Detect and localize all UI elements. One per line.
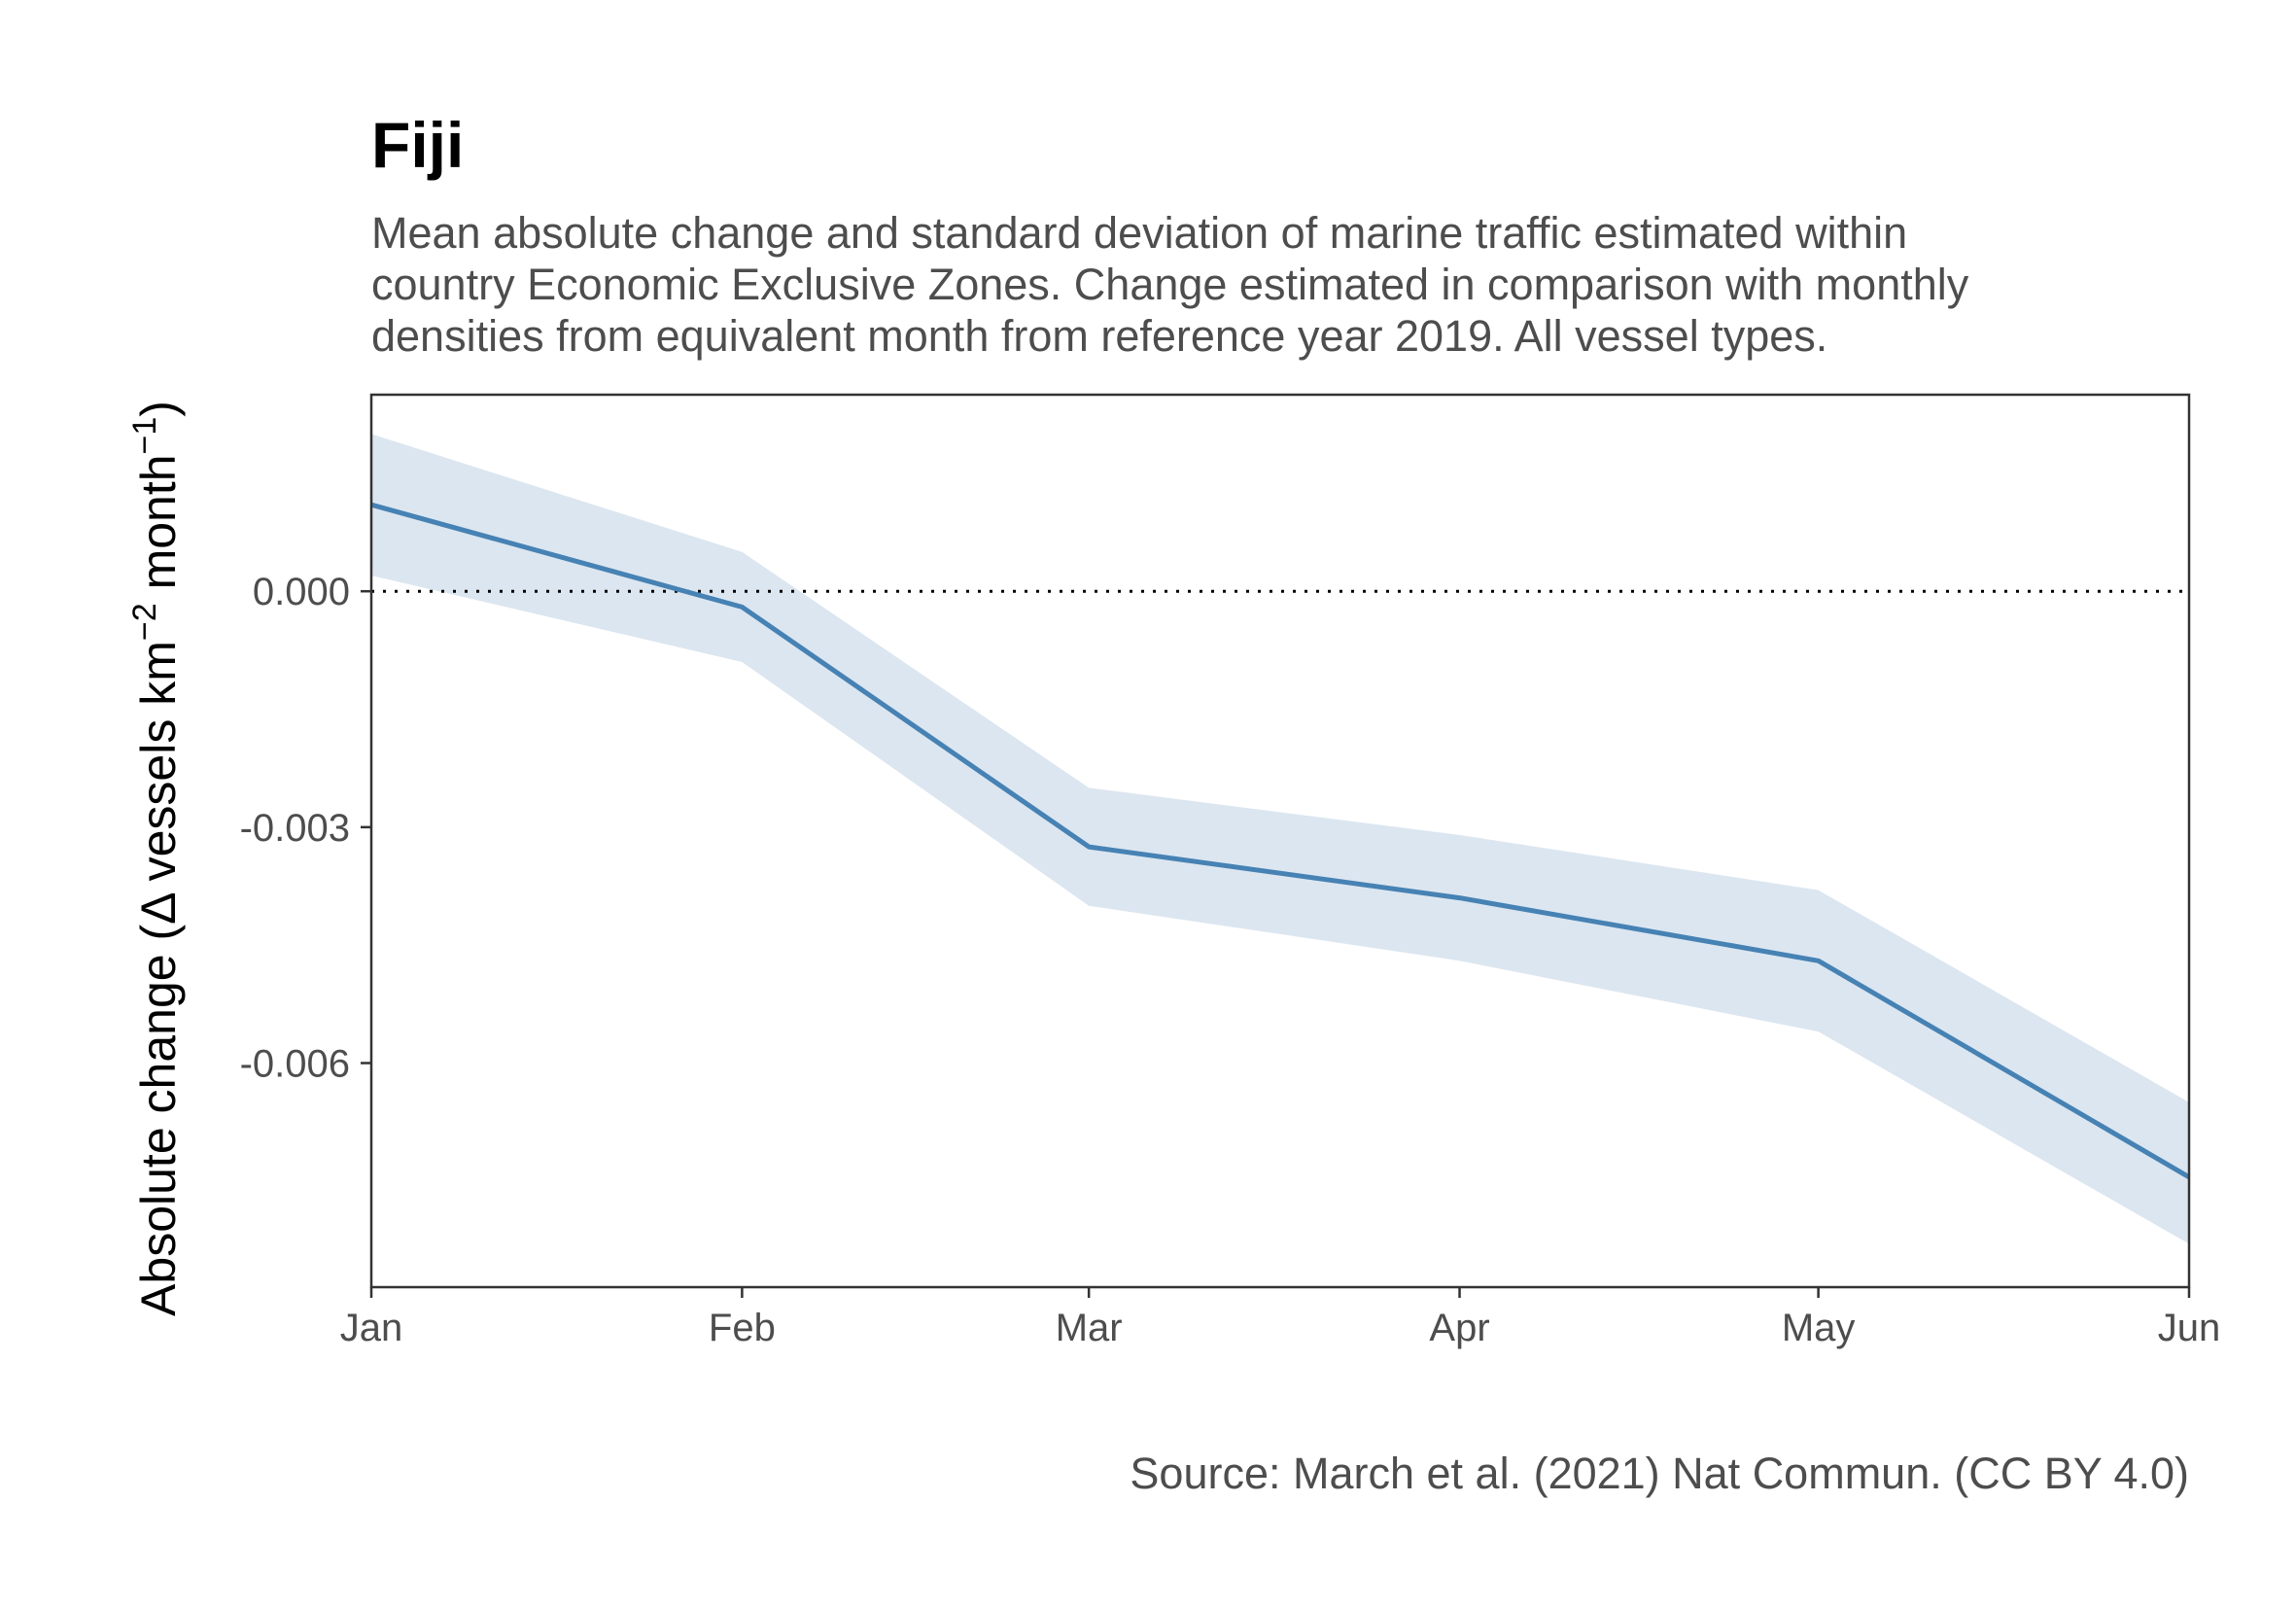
source-caption: Source: March et al. (2021) Nat Commun. … — [1130, 1449, 2189, 1498]
panel-border — [369, 393, 2191, 1289]
mean-change-line — [370, 502, 2191, 1179]
x-tick-label: Feb — [709, 1307, 776, 1349]
y-tick-label: -0.003 — [240, 807, 350, 850]
chart-subtitle-line-1: Mean absolute change and standard deviat… — [371, 208, 1907, 258]
x-tick-label: May — [1782, 1307, 1856, 1349]
y-tick-label: 0.000 — [253, 571, 350, 613]
chart-title: Fiji — [371, 109, 464, 181]
sd-ribbon — [371, 434, 2189, 1244]
y-tick-label: -0.006 — [240, 1042, 350, 1085]
chart-subtitle-line-3: densities from equivalent month from ref… — [371, 311, 1827, 361]
x-tick-label: Mar — [1056, 1307, 1123, 1349]
plot-area: 0.000 -0.003 -0.006 Jan Feb Mar Apr May Jun — [240, 393, 2221, 1349]
y-axis-label: Absolute change (Δ vessels km−2 month−1) — [126, 401, 186, 1316]
x-tick-label: Jan — [340, 1307, 403, 1349]
x-tick-label: Apr — [1429, 1307, 1489, 1349]
x-tick-label: Jun — [2158, 1307, 2221, 1349]
chart-subtitle-line-2: country Economic Exclusive Zones. Change… — [371, 260, 1969, 309]
